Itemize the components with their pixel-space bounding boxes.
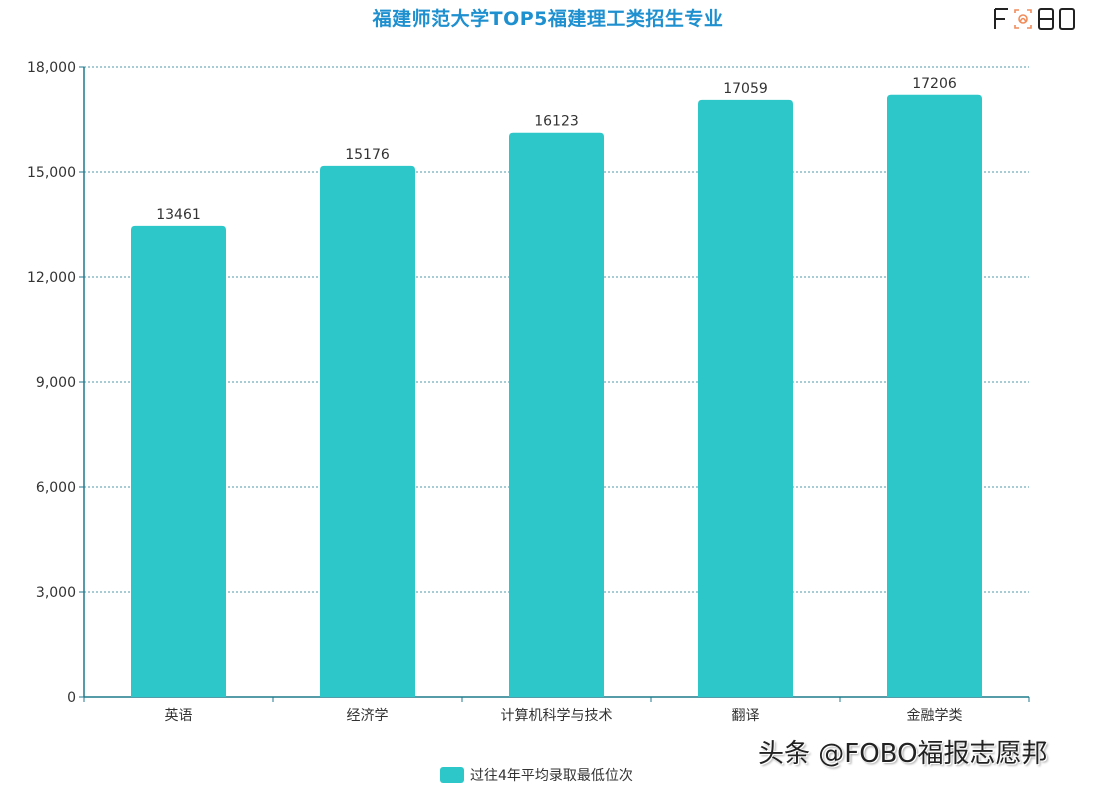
bar <box>509 132 604 697</box>
y-tick-label: 18,000 <box>27 60 76 76</box>
bar-value-label: 13461 <box>156 207 201 223</box>
y-tick-label: 0 <box>67 690 76 706</box>
logo-letter-f <box>994 8 1008 29</box>
watermark: 头条 @FOBO福报志愿邦 <box>758 739 1048 769</box>
x-category-label: 计算机科学与技术 <box>501 708 613 724</box>
logo-letters-bo <box>1038 8 1075 30</box>
chart-title: 福建师范大学TOP5福建理工类招生专业 <box>372 8 724 30</box>
bar-value-label: 15176 <box>345 147 390 163</box>
fobo-logo <box>994 8 1075 30</box>
x-category-label: 翻译 <box>732 708 760 724</box>
bar-value-label: 17206 <box>912 76 957 92</box>
fingerprint-icon <box>1014 9 1032 29</box>
x-category-label: 金融学类 <box>907 708 963 724</box>
bar <box>131 225 226 698</box>
x-category-label: 英语 <box>165 707 193 724</box>
y-tick-label: 3,000 <box>36 585 76 601</box>
y-tick-label: 6,000 <box>36 480 76 496</box>
legend-swatch[interactable] <box>440 767 464 783</box>
bar <box>887 94 982 698</box>
y-tick-label: 9,000 <box>36 375 76 391</box>
bar-value-label: 16123 <box>534 114 579 130</box>
bar-value-label: 17059 <box>723 81 768 97</box>
y-tick-label: 12,000 <box>27 270 76 286</box>
legend-label: 过往4年平均录取最低位次 <box>470 768 633 784</box>
x-category-label: 经济学 <box>347 708 389 724</box>
y-tick-label: 15,000 <box>27 165 76 181</box>
bar <box>320 165 415 698</box>
legend[interactable]: 过往4年平均录取最低位次 <box>440 765 633 785</box>
bar <box>698 99 793 697</box>
